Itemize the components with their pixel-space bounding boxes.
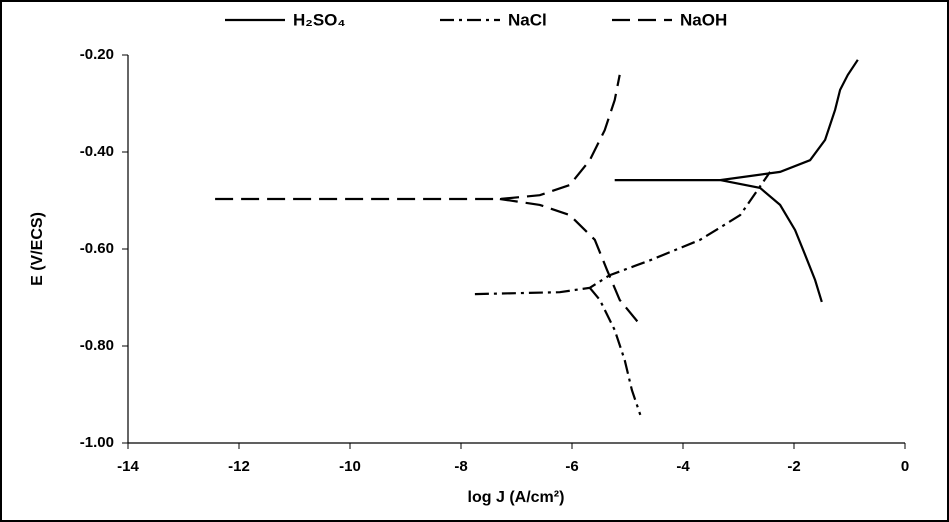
x-tick-label: -12	[228, 458, 250, 475]
x-tick-label: -6	[565, 458, 578, 475]
x-axis-label: log J (A/cm²)	[468, 489, 565, 506]
legend-label: H₂SO₄	[293, 10, 346, 29]
x-tick-label: -10	[339, 458, 361, 475]
legend-label: NaOH	[680, 10, 727, 29]
y-tick-label: -0.60	[80, 240, 114, 257]
y-axis-label: E (V/ECS)	[29, 212, 46, 286]
y-tick-label: -0.20	[80, 46, 114, 63]
x-tick-label: -2	[787, 458, 800, 475]
series-line	[474, 171, 772, 416]
y-tick-label: -0.80	[80, 337, 114, 354]
x-tick-label: 0	[901, 458, 909, 475]
x-tick-label: -8	[454, 458, 467, 475]
legend-label: NaCl	[508, 10, 547, 29]
series-line	[215, 74, 639, 323]
y-tick-label: -0.40	[80, 143, 114, 160]
x-tick-label: -4	[676, 458, 690, 475]
x-tick-label: -14	[117, 458, 139, 475]
y-tick-label: -1.00	[80, 434, 114, 451]
